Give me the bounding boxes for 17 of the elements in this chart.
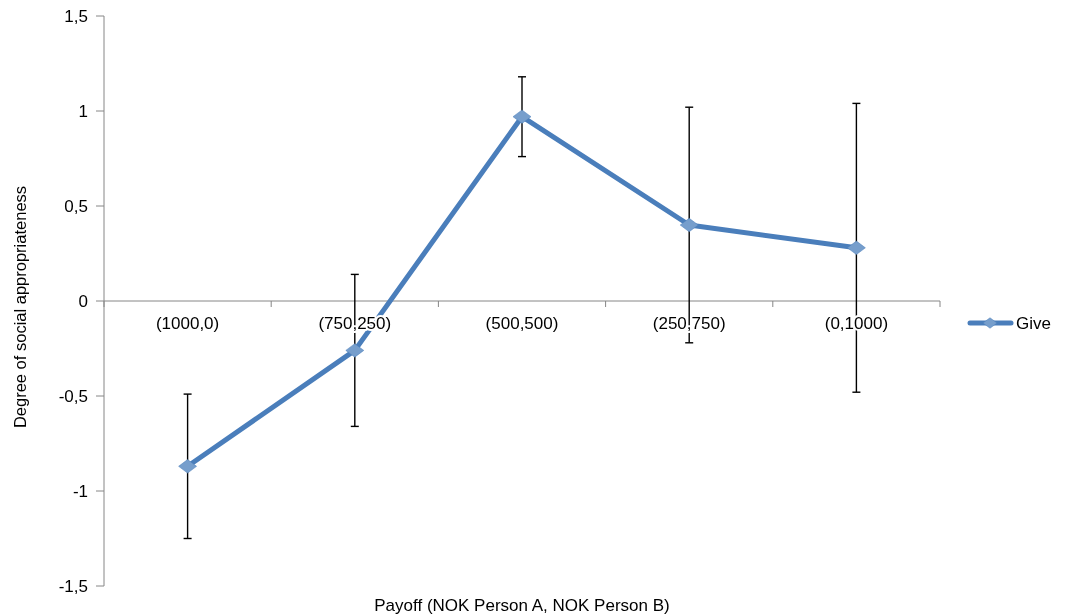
x-tick-label: (1000,0): [155, 314, 220, 333]
y-tick-label: 1: [78, 101, 88, 121]
point: [847, 240, 866, 255]
legend-label: Give: [1016, 313, 1051, 333]
y-tick-label: -1: [72, 481, 88, 501]
point: [178, 459, 197, 474]
point: [512, 109, 532, 124]
y-tick-label: -0,5: [58, 386, 88, 406]
point: [345, 343, 365, 358]
y-tick-label: 0,5: [64, 196, 88, 216]
y-tick-label: 1,5: [64, 6, 88, 26]
y-tick-label: 0: [78, 291, 88, 311]
y-axis-title: Degree of social appropriateness: [11, 185, 29, 429]
x-tick-label: (500,500): [485, 314, 559, 333]
x-axis-title: Payoff (NOK Person A, NOK Person B): [374, 596, 670, 615]
point: [679, 218, 699, 232]
y-tick-label: -1,5: [58, 576, 88, 596]
